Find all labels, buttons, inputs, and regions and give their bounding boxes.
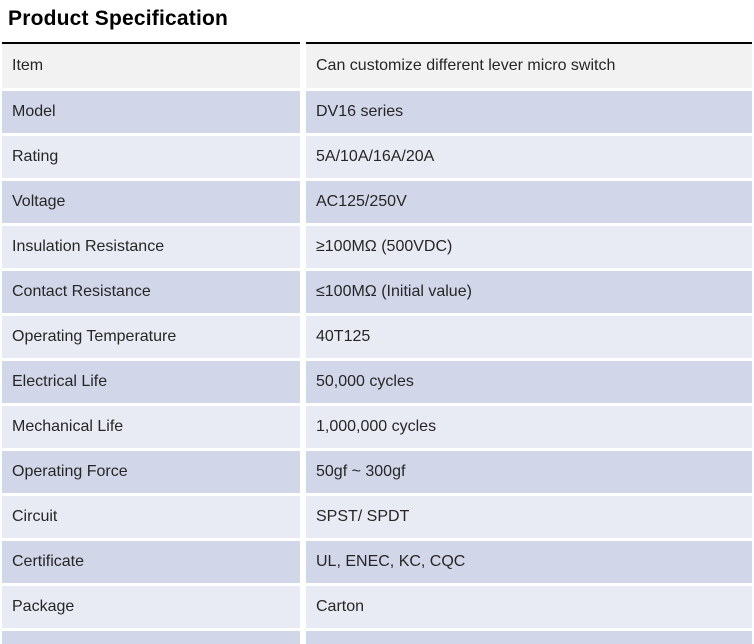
- table-row: Operating Force 50gf ~ 300gf: [2, 451, 752, 493]
- spec-value: Carton: [306, 586, 752, 628]
- spec-label: Item: [2, 42, 300, 88]
- spec-value: UL, ENEC, KC, CQC: [306, 541, 752, 583]
- spec-value: 50gf ~ 300gf: [306, 451, 752, 493]
- spec-label: Voltage: [2, 181, 300, 223]
- spec-label: Operating Force: [2, 451, 300, 493]
- spec-label: Mechanical Life: [2, 406, 300, 448]
- spec-value: SPST/ SPDT: [306, 496, 752, 538]
- spec-value: ≥100MΩ (500VDC): [306, 226, 752, 268]
- spec-label: Insulation Resistance: [2, 226, 300, 268]
- spec-label: Operating Temperature: [2, 316, 300, 358]
- table-row: Electrical Life 50,000 cycles: [2, 361, 752, 403]
- table-row: Certificate UL, ENEC, KC, CQC: [2, 541, 752, 583]
- spec-label: Package: [2, 586, 300, 628]
- spec-label: [2, 631, 300, 644]
- table-row: Package Carton: [2, 586, 752, 628]
- spec-value: 50,000 cycles: [306, 361, 752, 403]
- table-row: Item Can customize different lever micro…: [2, 42, 752, 88]
- spec-table: Item Can customize different lever micro…: [2, 42, 752, 644]
- spec-label: Electrical Life: [2, 361, 300, 403]
- table-row-partial: [2, 631, 752, 644]
- spec-label: Circuit: [2, 496, 300, 538]
- spec-value: ≤100MΩ (Initial value): [306, 271, 752, 313]
- spec-label: Certificate: [2, 541, 300, 583]
- spec-label: Rating: [2, 136, 300, 178]
- table-row: Voltage AC125/250V: [2, 181, 752, 223]
- spec-value: 40T125: [306, 316, 752, 358]
- table-row: Mechanical Life 1,000,000 cycles: [2, 406, 752, 448]
- table-row: Rating 5A/10A/16A/20A: [2, 136, 752, 178]
- spec-value: DV16 series: [306, 91, 752, 133]
- table-row: Model DV16 series: [2, 91, 752, 133]
- table-row: Insulation Resistance ≥100MΩ (500VDC): [2, 226, 752, 268]
- spec-value: 5A/10A/16A/20A: [306, 136, 752, 178]
- table-row: Circuit SPST/ SPDT: [2, 496, 752, 538]
- spec-label: Contact Resistance: [2, 271, 300, 313]
- table-row: Operating Temperature 40T125: [2, 316, 752, 358]
- spec-value: 1,000,000 cycles: [306, 406, 752, 448]
- spec-value: AC125/250V: [306, 181, 752, 223]
- table-row: Contact Resistance ≤100MΩ (Initial value…: [2, 271, 752, 313]
- spec-value: [306, 631, 752, 644]
- page-title: Product Specification: [8, 7, 229, 30]
- spec-value: Can customize different lever micro swit…: [306, 42, 752, 88]
- spec-label: Model: [2, 91, 300, 133]
